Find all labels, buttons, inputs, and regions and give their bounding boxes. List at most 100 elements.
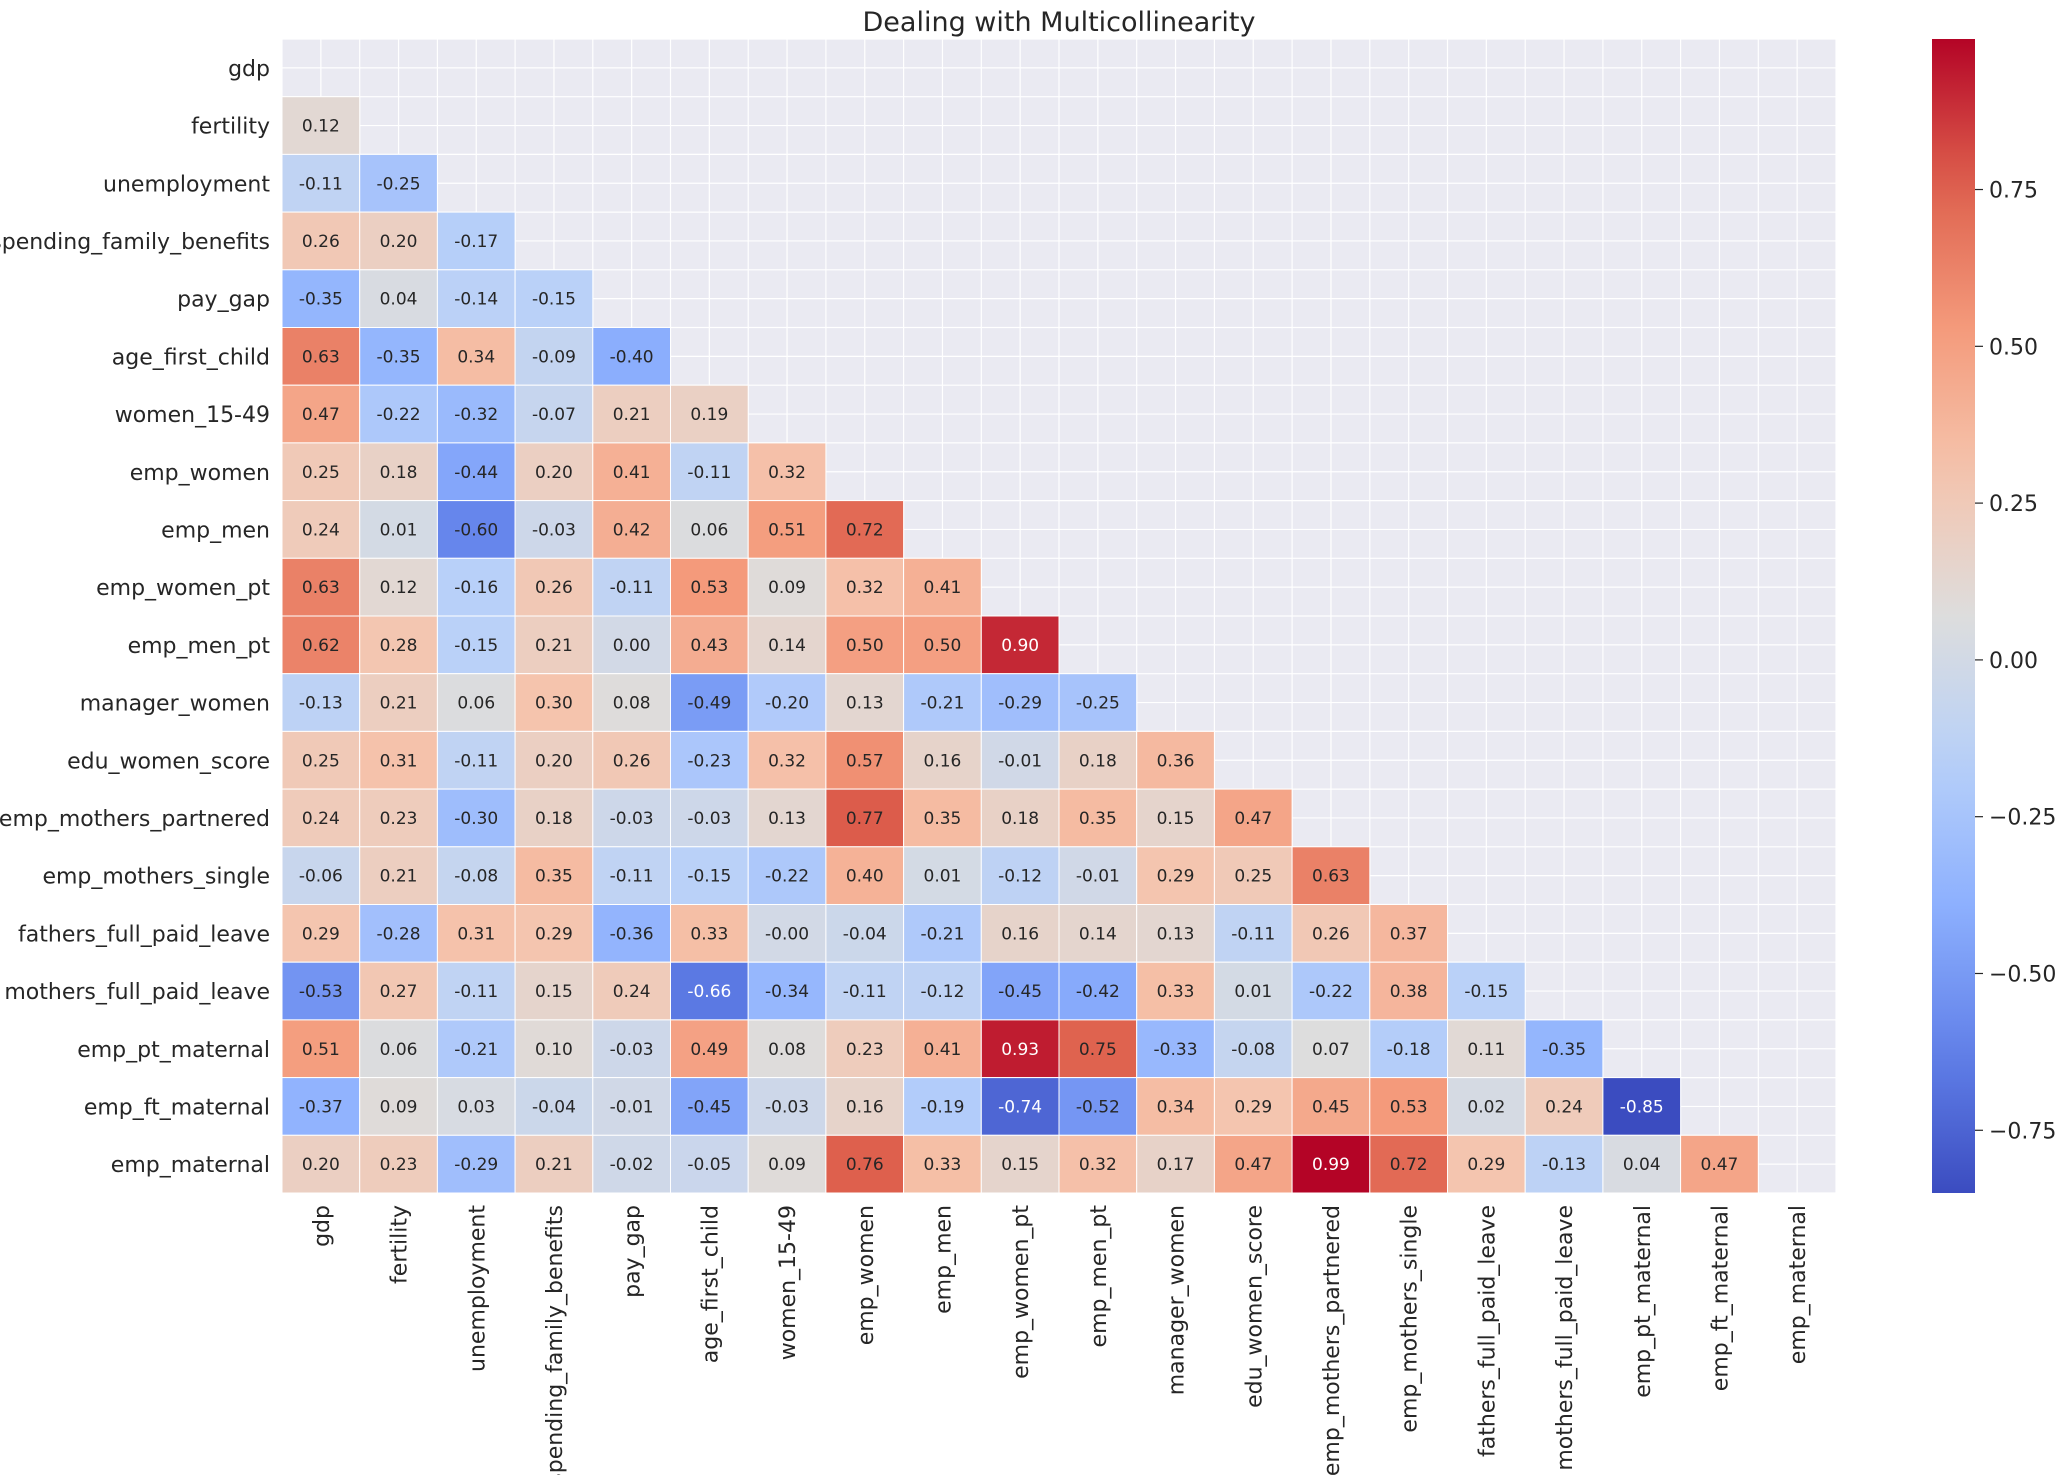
heatmap-cell	[1136, 1019, 1215, 1079]
heatmap-cell	[670, 961, 749, 1021]
cell-value-label: 0.12	[380, 578, 418, 598]
cell-value-label: 0.04	[1623, 1155, 1661, 1175]
cell-value-label: -0.20	[765, 694, 809, 714]
heatmap-cell	[281, 904, 361, 963]
cell-value-label: -0.66	[687, 982, 731, 1002]
cell-value-label: 0.02	[1467, 1097, 1505, 1117]
heatmap-cell	[670, 557, 749, 617]
heatmap-cell	[592, 1019, 671, 1079]
heatmap-cell	[670, 1134, 749, 1194]
heatmap-cell	[747, 1019, 827, 1079]
cell-value-label: 0.49	[690, 1040, 728, 1060]
heatmap-cell	[825, 557, 905, 617]
cell-value-label: 0.16	[924, 751, 962, 771]
cell-value-label: 0.31	[380, 751, 418, 771]
heatmap-cell	[592, 557, 671, 617]
cell-value-label: 0.32	[768, 463, 806, 483]
x-tick-label: pay_gap	[621, 1205, 646, 1298]
cell-value-label: 0.30	[535, 694, 573, 714]
cell-value-label: 0.14	[768, 636, 806, 656]
heatmap-cell	[1213, 904, 1293, 963]
heatmap-cell	[1447, 1134, 1526, 1194]
x-tick-label: emp_women	[854, 1205, 879, 1345]
colorbar-tick-label: −0.75	[1989, 1119, 2056, 1144]
cell-value-label: 0.21	[535, 1155, 573, 1175]
cell-value-label: 0.40	[846, 867, 884, 887]
cell-value-label: -0.11	[687, 463, 731, 483]
cell-value-label: -0.37	[299, 1097, 343, 1117]
heatmap-cell	[281, 153, 361, 213]
x-tick-label: fathers_full_paid_leave	[1475, 1205, 1500, 1457]
heatmap-cell	[359, 730, 438, 790]
y-tick-label: age_first_child	[112, 345, 270, 370]
heatmap-cell	[359, 1019, 438, 1079]
heatmap-cell	[281, 500, 361, 559]
heatmap-cell	[514, 846, 594, 905]
cell-value-label: 0.63	[1312, 867, 1350, 887]
heatmap-cell	[903, 1019, 982, 1079]
cell-value-label: 0.29	[302, 924, 340, 944]
cell-value-label: 0.32	[768, 751, 806, 771]
y-tick-label: emp_women_pt	[96, 576, 270, 601]
cell-value-label: 0.38	[1390, 982, 1428, 1002]
cell-value-label: -0.08	[1231, 1040, 1275, 1060]
heatmap-cell	[359, 384, 438, 444]
heatmap-cell	[1524, 1077, 1604, 1136]
heatmap-cell	[747, 904, 827, 963]
x-tick-label: spending_family_benefits	[543, 1205, 568, 1475]
chart-title: Dealing with Multicollinearity	[863, 7, 1256, 38]
cell-value-label: -0.17	[454, 232, 498, 252]
cell-value-label: 0.18	[1001, 809, 1039, 829]
cell-value-label: -0.40	[610, 347, 654, 367]
heatmap-cell	[980, 904, 1060, 963]
heatmap-cell	[592, 904, 671, 963]
cell-value-label: 0.11	[1467, 1040, 1505, 1060]
cell-value-label: 0.15	[1157, 809, 1195, 829]
cell-value-label: -0.06	[299, 867, 343, 887]
cell-value-label: -0.52	[1076, 1097, 1120, 1117]
cell-value-label: -0.85	[1620, 1097, 1664, 1117]
x-tick-label: edu_women_score	[1242, 1205, 1267, 1408]
heatmap-cell	[281, 846, 361, 905]
heatmap-cell	[514, 327, 594, 386]
heatmap-cell	[1213, 961, 1293, 1021]
cell-value-label: -0.29	[998, 694, 1042, 714]
cell-value-label: 0.20	[535, 463, 573, 483]
cell-value-label: 0.06	[457, 694, 495, 714]
x-tick-label: gdp	[310, 1205, 335, 1247]
heatmap-cell	[514, 615, 594, 675]
cell-value-label: 0.34	[457, 347, 495, 367]
cell-value-label: -0.18	[1387, 1040, 1431, 1060]
x-tick-label: emp_ft_maternal	[1708, 1205, 1733, 1391]
heatmap-cell	[825, 730, 905, 790]
cell-value-label: 0.93	[1001, 1040, 1039, 1060]
heatmap-cell	[1524, 1019, 1604, 1079]
cell-value-label: 0.35	[535, 867, 573, 887]
heatmap-cell	[747, 557, 827, 617]
x-tick-label: manager_women	[1165, 1205, 1190, 1395]
y-tick-label: pay_gap	[177, 288, 270, 313]
cell-value-label: 0.32	[1079, 1155, 1117, 1175]
heatmap-cell	[281, 730, 361, 790]
cell-value-label: 0.24	[613, 982, 651, 1002]
heatmap-cell	[592, 1134, 671, 1194]
heatmap-cell	[980, 846, 1060, 905]
cell-value-label: -0.42	[1076, 982, 1120, 1002]
y-tick-label: emp_ft_maternal	[84, 1095, 270, 1120]
cell-value-label: 0.25	[302, 463, 340, 483]
x-tick-label: emp_mothers_single	[1398, 1205, 1423, 1433]
cell-value-label: 0.57	[846, 751, 884, 771]
cell-value-label: -0.15	[687, 867, 731, 887]
cell-value-label: -0.15	[532, 290, 576, 310]
cell-value-label: 0.29	[1157, 867, 1195, 887]
heatmap-cell	[670, 1019, 749, 1079]
cell-value-label: -0.11	[843, 982, 887, 1002]
cell-value-label: 0.01	[1234, 982, 1272, 1002]
y-tick-label: emp_maternal	[111, 1153, 270, 1178]
heatmap-cell	[670, 500, 749, 559]
heatmap-cell	[359, 846, 438, 905]
y-tick-label: women_15-49	[115, 403, 270, 428]
heatmap-cell	[747, 673, 827, 732]
cell-value-label: -0.03	[532, 520, 576, 540]
